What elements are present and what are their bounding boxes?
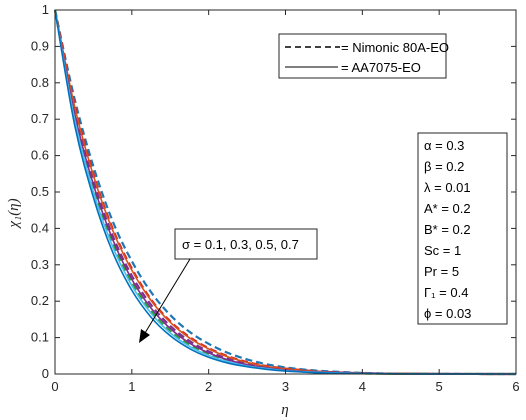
param-phi: ϕ = 0.03: [424, 306, 471, 321]
param-sc: Sc = 1: [424, 243, 461, 258]
y-tick-label: 0.5: [31, 184, 49, 199]
x-tick-label: 0: [51, 379, 58, 394]
parameter-box-frame: [417, 132, 508, 325]
legend-label-nimonic: = Nimonic 80A-EO: [341, 40, 449, 55]
x-tick-label: 3: [282, 379, 289, 394]
param-gamma1: Γ₁ = 0.4: [424, 285, 468, 300]
y-axis-label: χ₁(η): [6, 198, 22, 229]
annotation-arrow-line: [144, 258, 191, 334]
param-alpha: α = 0.3: [424, 138, 464, 153]
nimonic-series-line-4: [53, 9, 517, 376]
y-tick-label: 0.3: [31, 257, 49, 272]
y-tick-label: 0.8: [31, 75, 49, 90]
param-lambda: λ = 0.01: [424, 180, 471, 195]
y-tick-label: 0.1: [31, 330, 49, 345]
x-tick-label: 2: [205, 379, 212, 394]
legend-label-aa7075: = AA7075-EO: [341, 60, 421, 75]
param-beta: β = 0.2: [424, 159, 464, 174]
param-pr: Pr = 5: [424, 264, 459, 279]
x-axis: 0 1 2 3 4 5 6: [51, 10, 520, 394]
x-tick-label: 5: [436, 379, 443, 394]
annotation-arrow-head: [139, 329, 150, 343]
y-tick-label: 0.7: [31, 111, 49, 126]
sigma-annotation: σ = 0.1, 0.3, 0.5, 0.7: [139, 228, 318, 343]
y-tick-label: 0.6: [31, 148, 49, 163]
annotation-text: σ = 0.1, 0.3, 0.5, 0.7: [182, 237, 299, 252]
legend-box: [278, 33, 447, 79]
annotation-box: [174, 228, 318, 260]
x-tick-label: 4: [359, 379, 366, 394]
legend: = Nimonic 80A-EO = AA7075-EO: [278, 33, 449, 79]
param-a-star: A* = 0.2: [424, 201, 471, 216]
x-axis-label: η: [281, 402, 288, 418]
y-tick-label: 0.2: [31, 293, 49, 308]
parameter-box: α = 0.3 β = 0.2 λ = 0.01 A* = 0.2 B* = 0…: [417, 132, 508, 325]
y-tick-label: 0.4: [31, 220, 49, 235]
x-tick-label: 1: [128, 379, 135, 394]
param-b-star: B* = 0.2: [424, 222, 471, 237]
y-tick-label: 0: [42, 366, 49, 381]
y-tick-label: 1: [42, 2, 49, 17]
y-tick-label: 0.9: [31, 38, 49, 53]
x-tick-label: 6: [512, 379, 519, 394]
y-axis: 0 0.1 0.2 0.3 0.4 0.5 0.6 0.7 0.8 0.9 1: [31, 2, 516, 381]
